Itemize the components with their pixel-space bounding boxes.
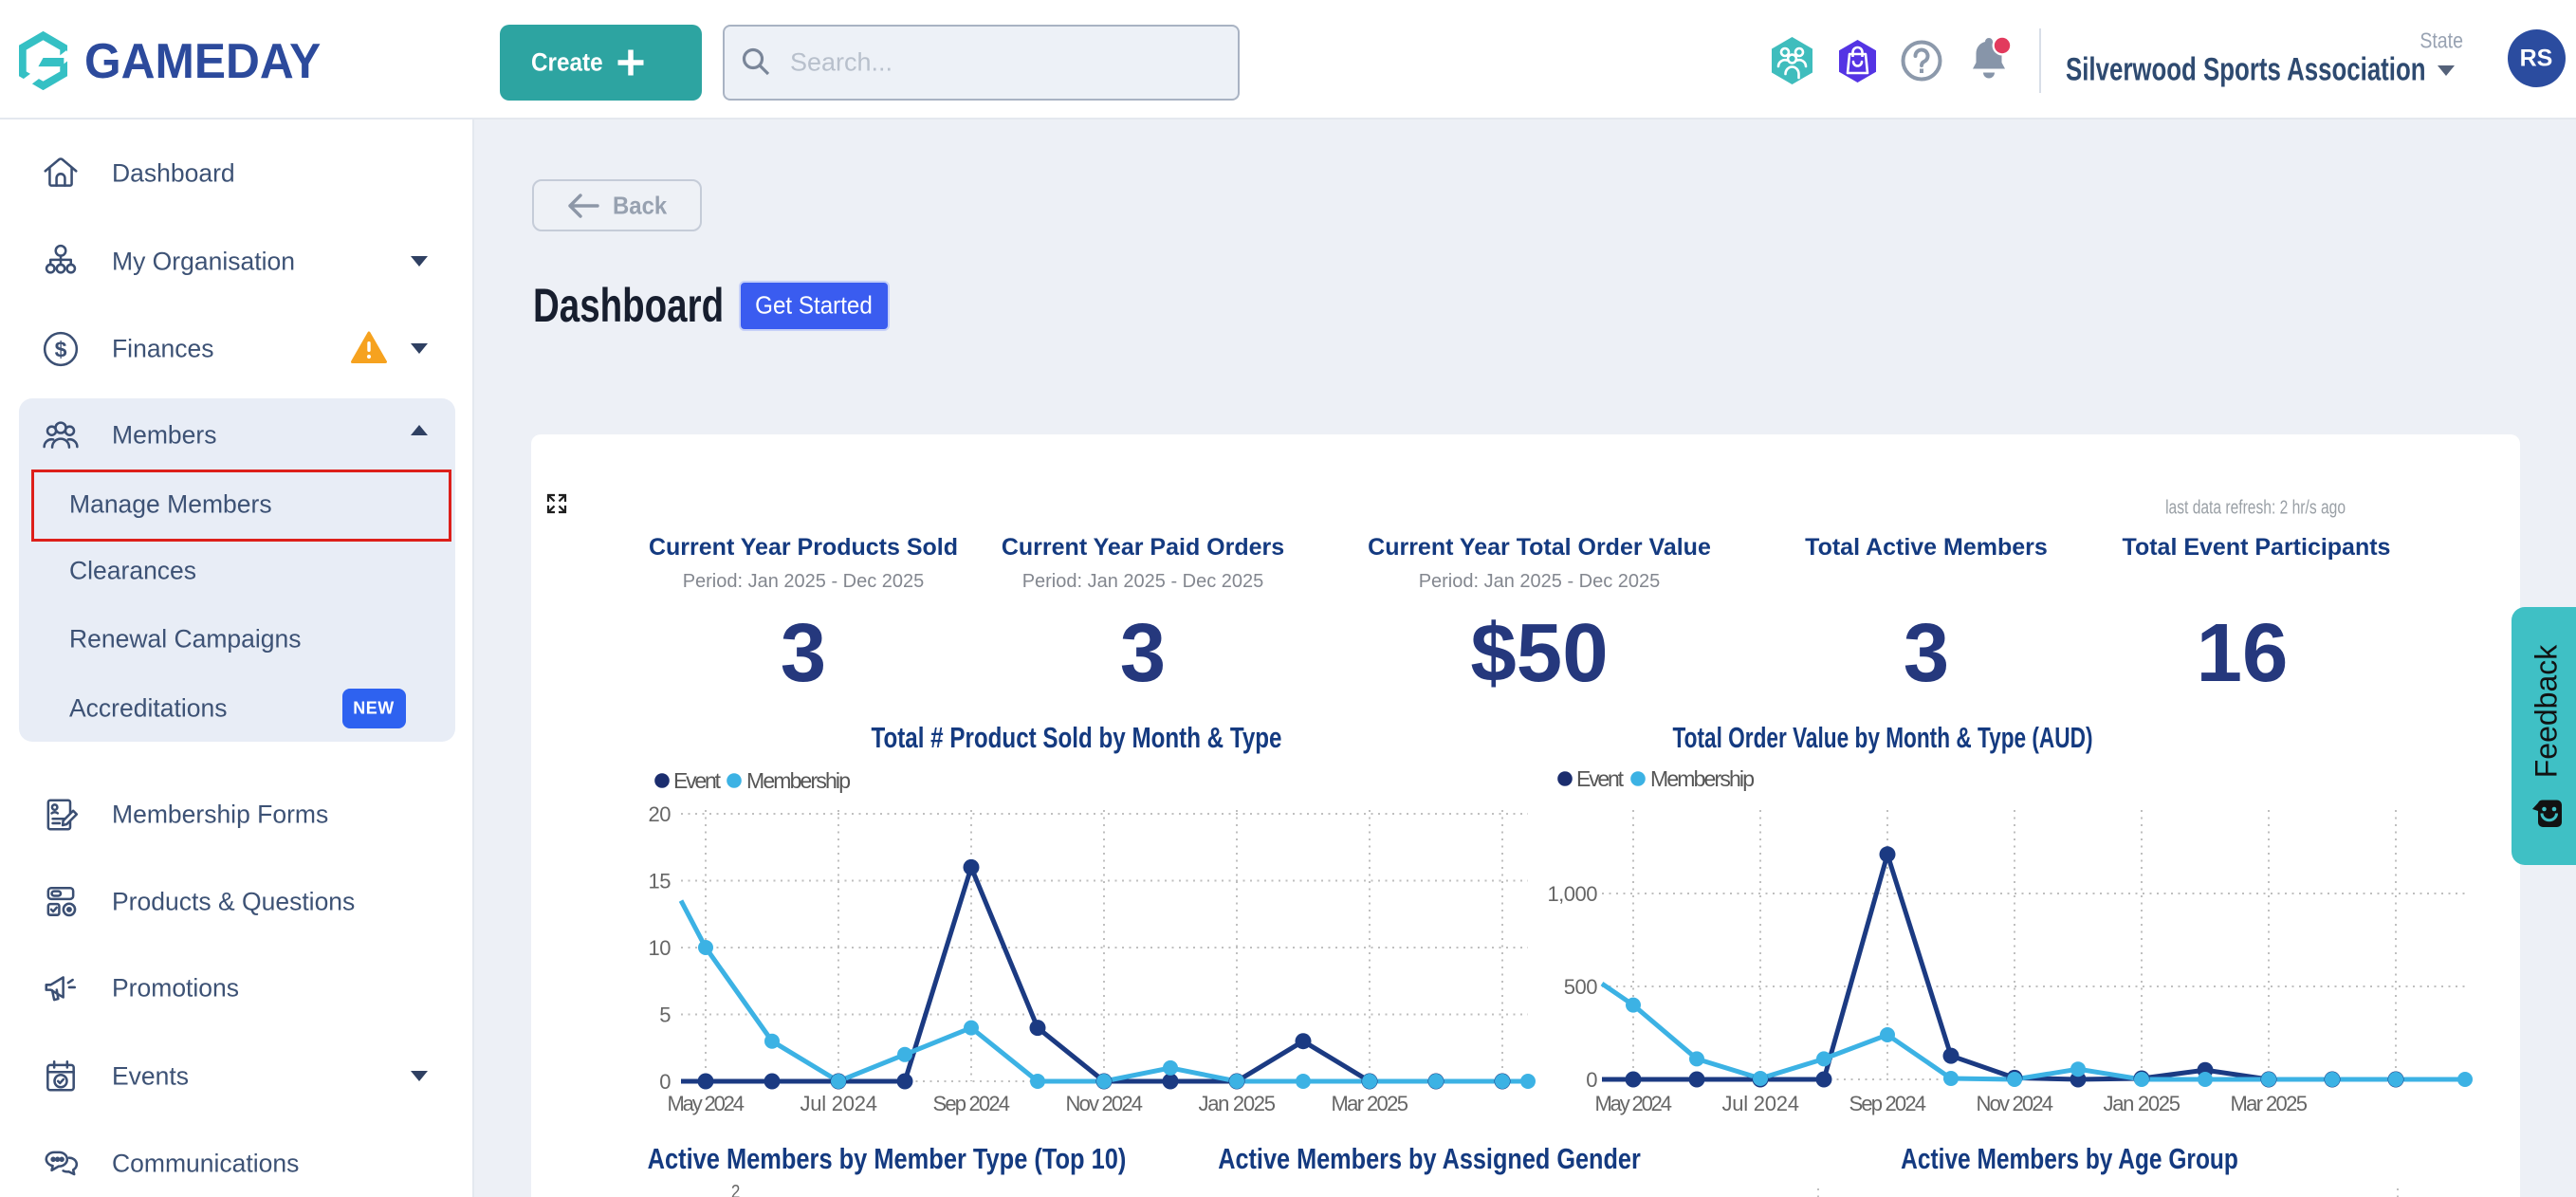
svg-text:Jul 2024: Jul 2024 — [800, 1092, 877, 1115]
svg-text:Jan 2025: Jan 2025 — [2104, 1092, 2180, 1115]
svg-text:Membership: Membership — [746, 768, 851, 793]
svg-text:1,000: 1,000 — [1547, 882, 1597, 906]
svg-text:Jan 2025: Jan 2025 — [1199, 1092, 1276, 1115]
svg-text:$: $ — [55, 337, 67, 361]
svg-text:0: 0 — [1586, 1068, 1597, 1092]
svg-text:Jul 2024: Jul 2024 — [1722, 1092, 1799, 1115]
svg-text:0: 0 — [659, 1070, 671, 1094]
svg-text:5: 5 — [659, 1004, 671, 1027]
svg-text:Event: Event — [1576, 766, 1625, 791]
svg-text:Sep 2024: Sep 2024 — [933, 1092, 1010, 1115]
svg-text:Nov 2024: Nov 2024 — [1066, 1092, 1143, 1115]
svg-text:Mar 2025: Mar 2025 — [1332, 1092, 1408, 1115]
svg-text:15: 15 — [649, 870, 672, 893]
svg-text:May 2024: May 2024 — [668, 1092, 745, 1115]
svg-text:May 2024: May 2024 — [1595, 1092, 1672, 1115]
svg-text:Sep 2024: Sep 2024 — [1849, 1092, 1926, 1115]
svg-text:10: 10 — [649, 936, 672, 960]
svg-text:20: 20 — [649, 802, 672, 826]
svg-text:500: 500 — [1564, 975, 1597, 999]
svg-text:Mar 2025: Mar 2025 — [2231, 1092, 2308, 1115]
svg-text:Nov 2024: Nov 2024 — [1977, 1092, 2053, 1115]
svg-text:Membership: Membership — [1650, 766, 1755, 791]
svg-text:Event: Event — [673, 768, 722, 793]
